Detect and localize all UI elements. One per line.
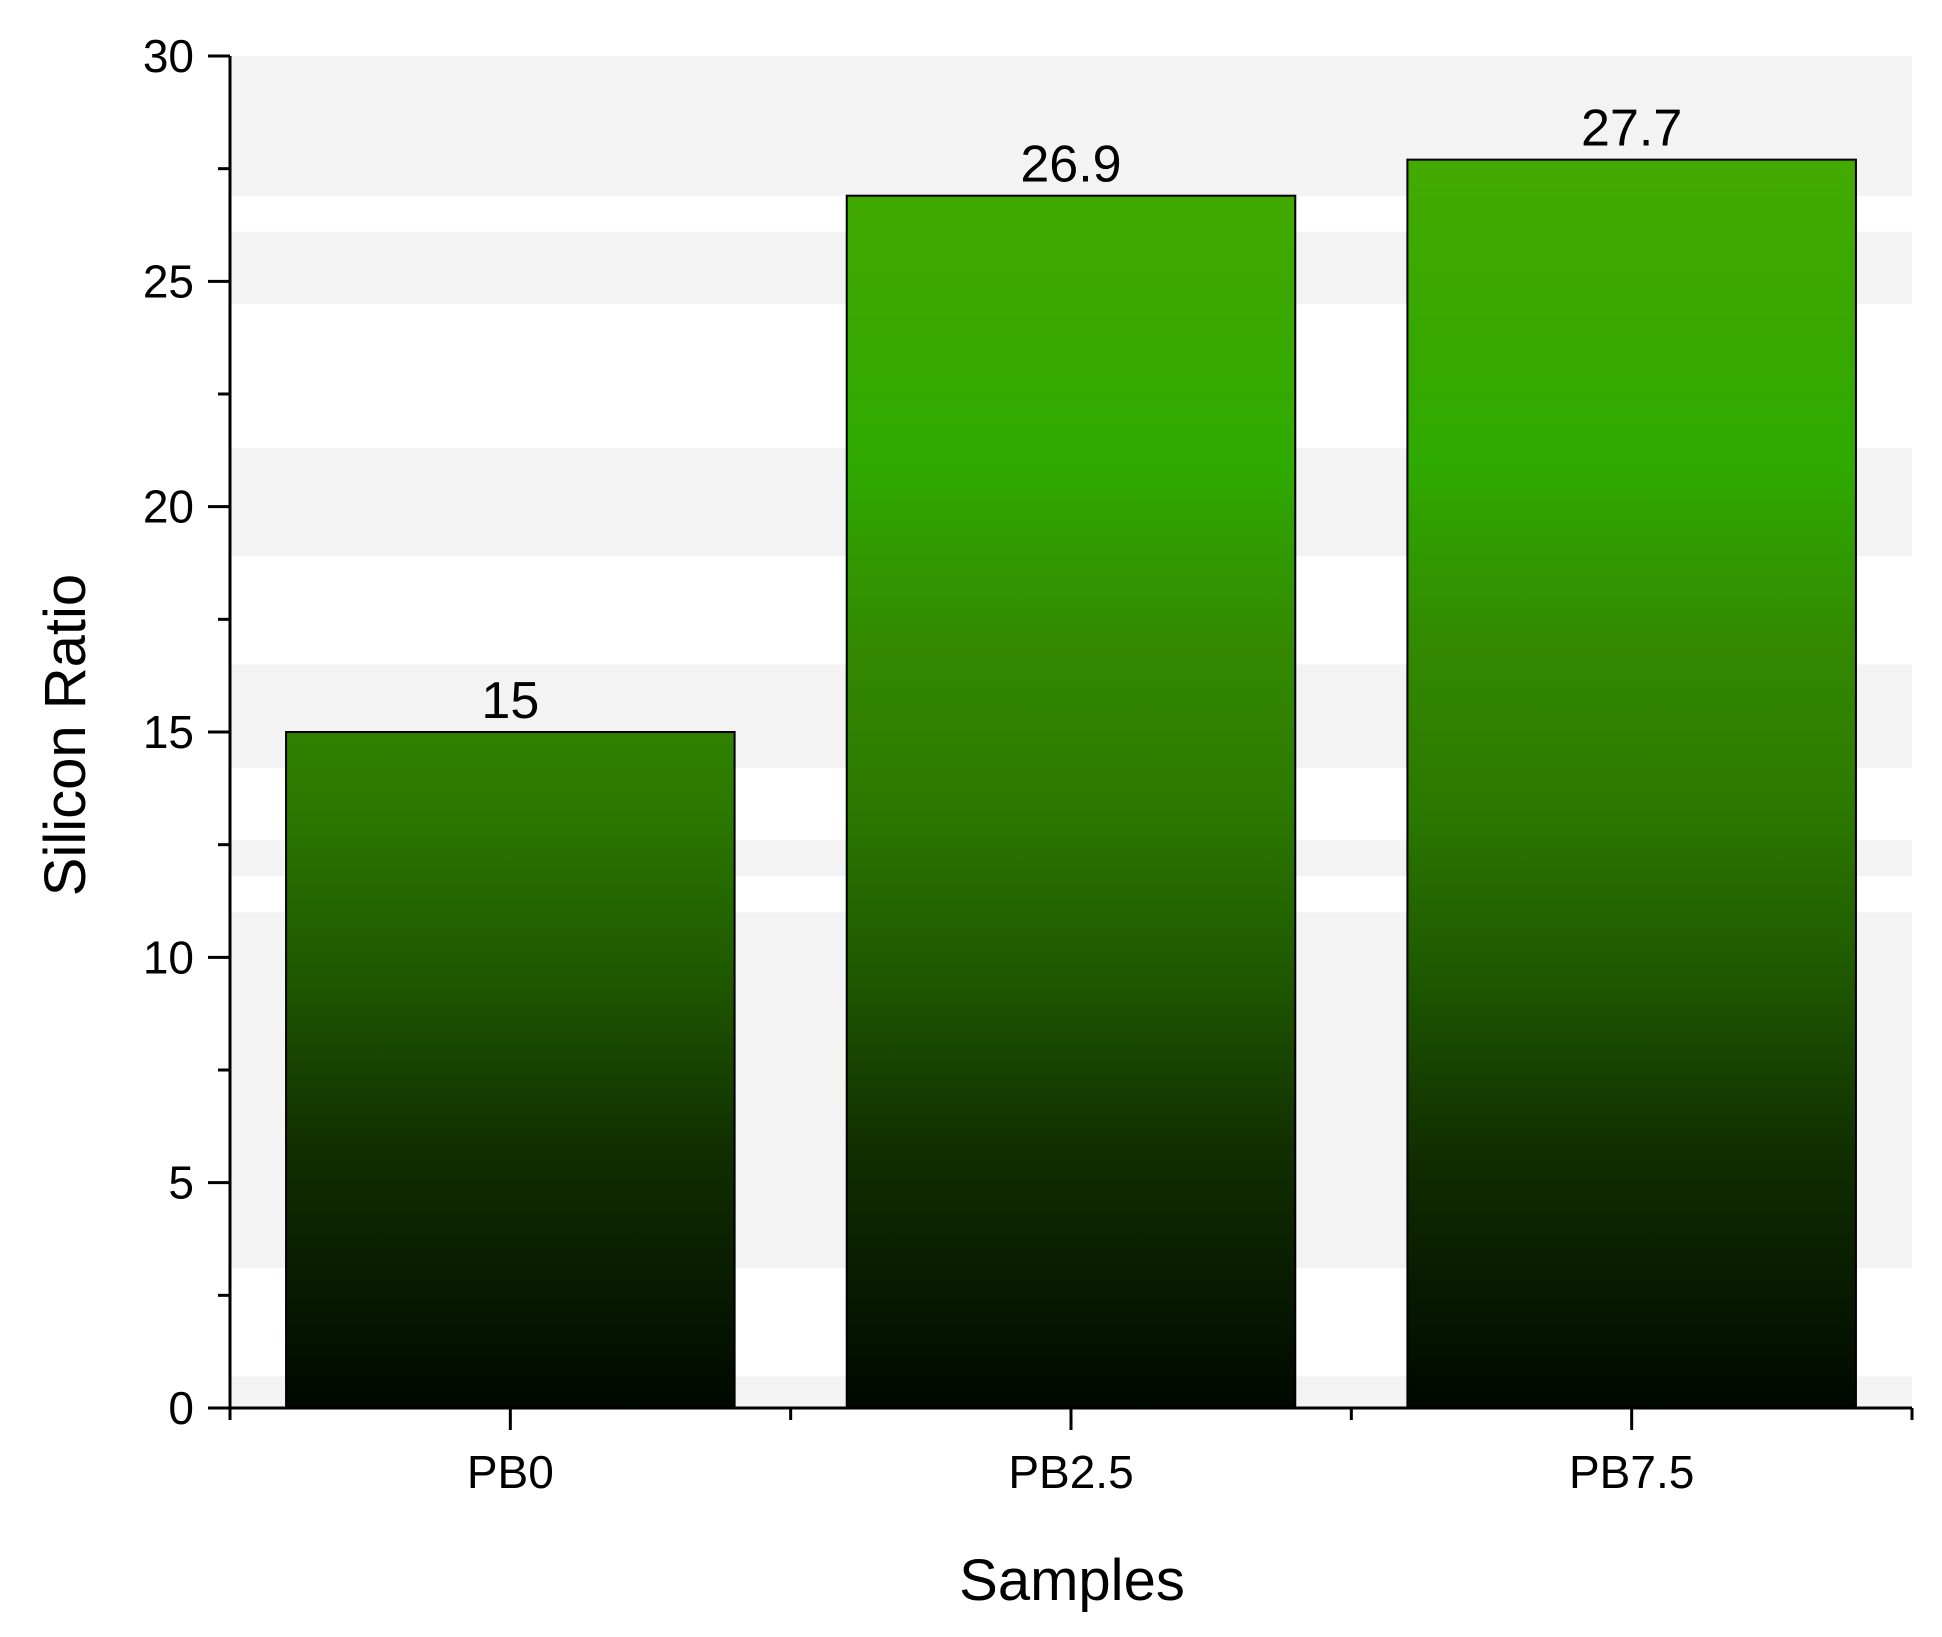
data-label-PB0: 15 xyxy=(481,672,539,730)
data-label-PB2.5: 26.9 xyxy=(1020,136,1121,194)
y-tick-label-0: 0 xyxy=(168,1382,194,1434)
y-tick-label-15: 15 xyxy=(143,706,194,758)
x-tick-label-PB7.5: PB7.5 xyxy=(1569,1446,1694,1498)
x-tick-label-PB2.5: PB2.5 xyxy=(1008,1446,1133,1498)
bar-PB7.5 xyxy=(1406,158,1857,1410)
data-label-PB7.5: 27.7 xyxy=(1581,100,1682,158)
x-axis-title: Samples xyxy=(959,1548,1185,1613)
bar-PB2.5 xyxy=(845,194,1297,1409)
y-axis-title: Silicon Ratio xyxy=(33,574,98,896)
bar-PB0 xyxy=(285,731,736,1409)
y-tick-label-30: 30 xyxy=(143,30,194,82)
y-tick-label-10: 10 xyxy=(143,931,194,983)
data-labels: 15 26.9 27.7 xyxy=(481,100,1682,730)
axes: 0 5 10 15 20 25 30 PB0 PB2.5 PB7.5 xyxy=(143,30,1914,1498)
y-tick-label-5: 5 xyxy=(168,1157,194,1209)
x-tick-label-PB0: PB0 xyxy=(467,1446,554,1498)
bars xyxy=(285,158,1857,1410)
y-tick-label-20: 20 xyxy=(143,481,194,533)
y-tick-label-25: 25 xyxy=(143,255,194,307)
